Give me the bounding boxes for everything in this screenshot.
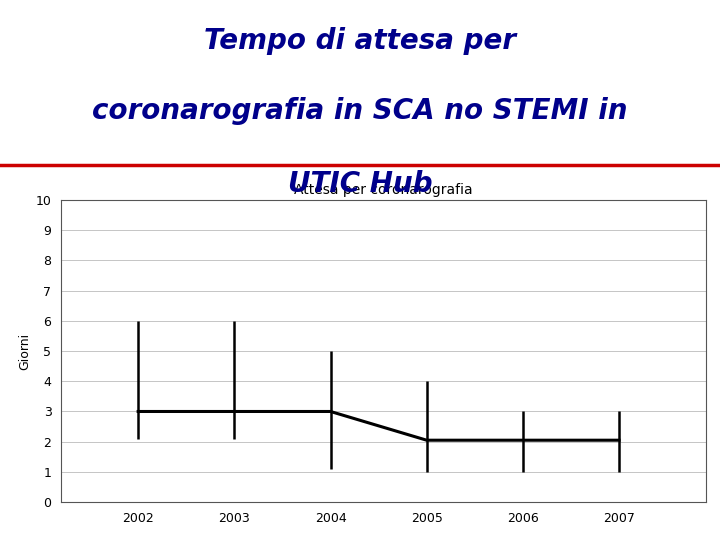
Text: Tempo di attesa per: Tempo di attesa per	[204, 27, 516, 55]
Title: Attesa per coronarografia: Attesa per coronarografia	[294, 183, 473, 197]
Y-axis label: Giorni: Giorni	[19, 333, 32, 369]
Text: UTIC Hub: UTIC Hub	[288, 170, 432, 198]
Text: coronarografia in SCA no STEMI in: coronarografia in SCA no STEMI in	[92, 97, 628, 125]
